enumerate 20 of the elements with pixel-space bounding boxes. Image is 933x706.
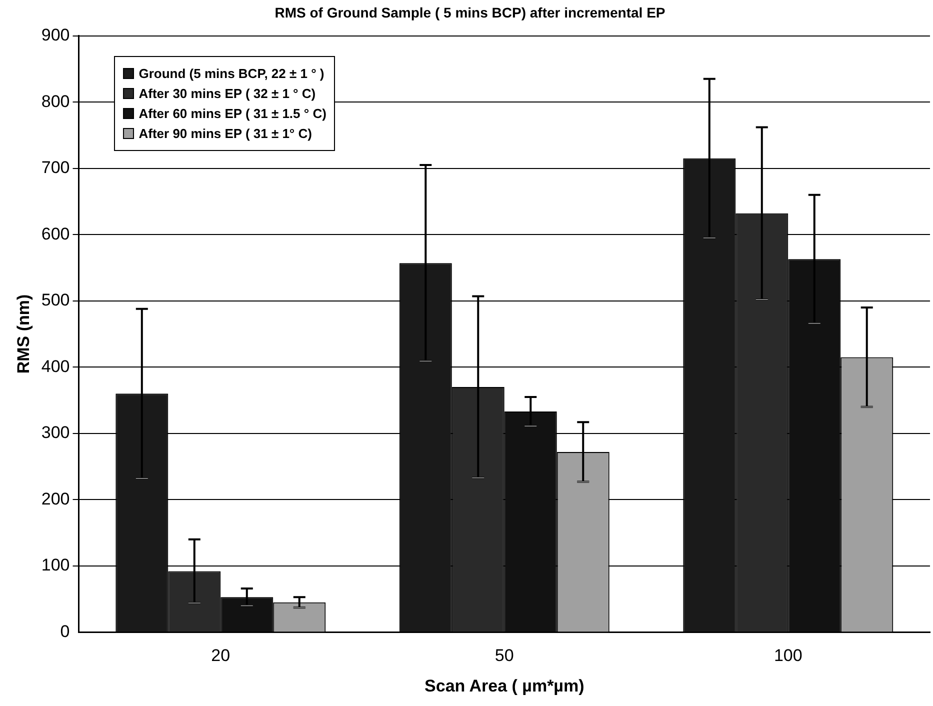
y-tick-label: 300 [41,423,70,442]
legend-label: After 30 mins EP ( 32 ± 1 ° C) [138,86,316,101]
y-tick-label: 800 [41,92,70,111]
x-tick-label: 20 [211,646,230,666]
y-tick-label: 900 [41,25,70,44]
chart-title: RMS of Ground Sample ( 5 mins BCP) after incremental EP [274,4,666,20]
legend-label: Ground (5 mins BCP, 22 ± 1 ° ) [138,66,324,81]
y-tick-label: 600 [41,224,70,244]
y-axis-title: RMS (nm) [14,294,33,374]
x-tick-label: 100 [774,646,802,666]
y-tick-label: 700 [41,158,70,178]
legend-label: After 60 mins EP ( 31 ± 1.5 ° C) [138,106,326,121]
y-tick-label: 100 [41,556,70,575]
y-tick-label: 400 [41,356,70,376]
legend-label: After 90 mins EP ( 31 ± 1° C) [138,126,312,141]
y-tick-label: 200 [41,489,70,508]
y-tick-label: 0 [60,622,70,641]
x-axis-title: Scan Area ( µm*µm) [424,676,584,696]
y-tick-label: 500 [41,290,70,310]
x-tick-label: 50 [494,646,514,666]
